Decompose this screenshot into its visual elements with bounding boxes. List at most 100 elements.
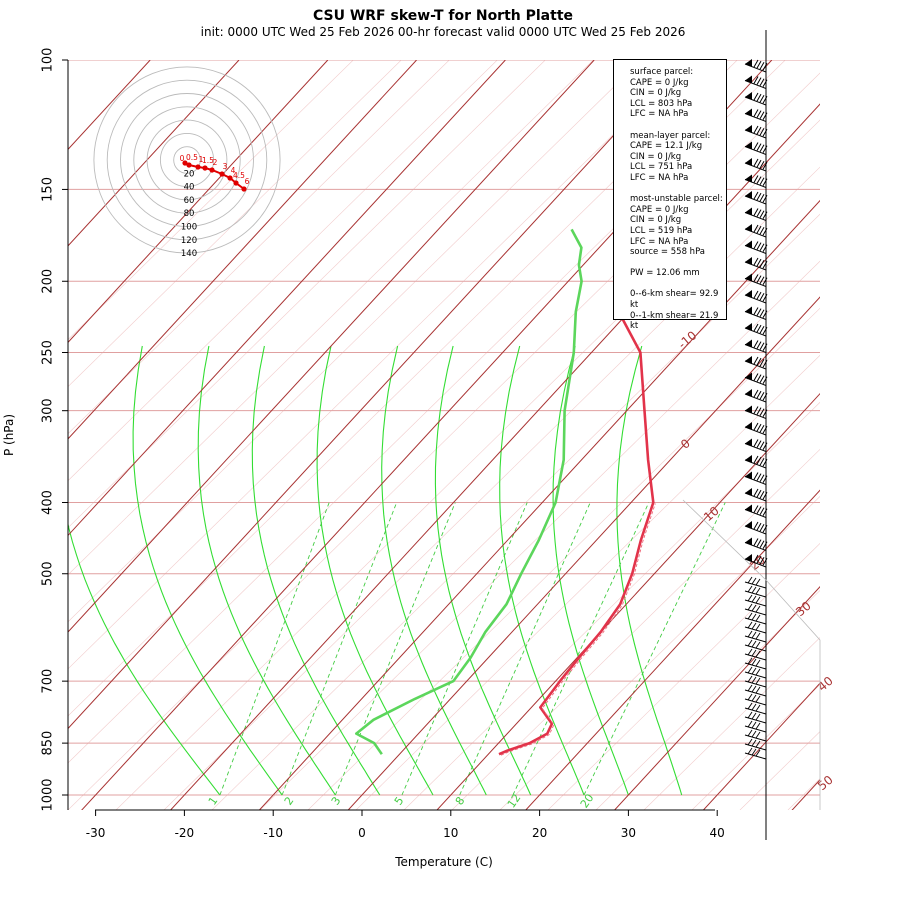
wind-barb-tick: [747, 729, 753, 737]
wind-barb-tick: [759, 408, 765, 416]
hodograph-ring: [120, 93, 254, 227]
wind-barb-tick: [762, 426, 768, 434]
dry-adiabat-line: [211, 213, 820, 810]
wind-barb-tick: [747, 747, 753, 755]
barb-guide: [682, 499, 821, 810]
dry-adiabat-line: [884, 6, 900, 810]
wind-barb-tick: [762, 525, 768, 533]
wind-barb-tick: [753, 158, 759, 167]
surface-lcl: LCL = 803 hPa: [630, 98, 693, 109]
wind-barb-tick: [755, 713, 761, 721]
wind-barb-flag: [745, 108, 752, 117]
wind-barb-tick: [756, 60, 762, 69]
hodograph-ring-label: 20: [184, 169, 195, 179]
wind-barb-tick: [759, 111, 765, 119]
wind-barb-tick: [753, 59, 759, 68]
wind-barb-tick: [756, 489, 762, 498]
y-tick-label: 300: [41, 398, 56, 423]
wind-barb-tick: [753, 505, 759, 513]
hodograph-ring-label: 140: [181, 249, 197, 259]
mean-cin: CIN = 0 J/kg: [630, 151, 682, 162]
hodograph-ring-label: 60: [184, 196, 195, 206]
wind-barb-tick: [756, 192, 762, 201]
wind-barb-tick: [759, 507, 765, 515]
wind-barb-tick: [753, 422, 759, 431]
dry-adiabat-line: [68, 60, 594, 576]
wind-barb-tick: [755, 740, 761, 748]
wind-barb-flag: [745, 59, 752, 67]
wind-barb-tick: [753, 224, 759, 233]
hodograph: 20 40 60 80 100 120 140 0 0.5 11.52 3 44.56: [93, 66, 281, 259]
wind-barb-tick: [756, 324, 762, 333]
wind-barb-tick: [751, 676, 757, 684]
hodograph-ring-label: 80: [184, 209, 195, 219]
y-tick-label: 850: [41, 731, 56, 756]
wind-barb-tick: [762, 162, 768, 170]
wind-barb-tick: [762, 261, 768, 269]
wind-barb-tick: [755, 731, 761, 739]
wind-barb-tick: [755, 704, 761, 712]
x-tick-label: 0: [358, 826, 366, 840]
moist-adiabat-line: [381, 345, 487, 796]
wind-barb-tick: [762, 492, 768, 500]
hodograph-point: [219, 171, 225, 177]
mean-cape: CAPE = 12.1 J/kg: [630, 141, 703, 152]
wind-barb-tick: [756, 440, 762, 448]
wind-barb-tick: [753, 389, 759, 398]
wind-barb-tick: [751, 577, 757, 585]
isotherm-line: [791, 779, 820, 810]
wind-barb-tick: [759, 325, 765, 334]
mixing-ratio-label: 5: [392, 794, 407, 807]
isotherm-line: [169, 103, 820, 810]
wind-barb-tick: [759, 523, 765, 532]
moist-adiabat-line: [251, 345, 381, 796]
dry-adiabat-line: [836, 6, 900, 810]
wind-barb-tick: [753, 208, 759, 216]
wind-barb-tick: [751, 604, 757, 612]
wind-barb-tick: [759, 144, 765, 152]
hodograph-point-label: 2: [213, 158, 218, 167]
isotherm-line: [258, 199, 820, 810]
wind-barb-tick: [747, 648, 753, 656]
wind-barb-tick: [756, 407, 762, 415]
hodograph-point-label: 3: [223, 162, 228, 171]
wind-barb-flag: [745, 207, 752, 216]
wind-barb-tick: [753, 521, 759, 530]
wind-barb-tick: [747, 639, 753, 647]
x-tick-label: 30: [621, 826, 636, 840]
isotherm-line: [68, 60, 595, 633]
wind-barb-tick: [762, 79, 768, 88]
wind-barb-tick: [753, 373, 759, 381]
mixing-ratio-label: 2: [282, 794, 297, 807]
wind-barb-tick: [756, 374, 762, 382]
wind-barb-tick: [759, 375, 765, 383]
isotherm-line: [68, 60, 151, 151]
wind-barb-tick: [756, 555, 762, 564]
wind-barb-tick: [751, 631, 757, 639]
mean-lfc: LFC = NA hPa: [630, 172, 689, 183]
dry-adiabat-line: [68, 60, 402, 388]
wind-barb-tick: [762, 475, 768, 484]
wind-barb-tick: [756, 143, 762, 151]
wind-barb-tick: [759, 490, 765, 499]
surface-parcel-header: surface parcel:: [630, 67, 694, 77]
wind-barb-tick: [762, 343, 768, 352]
wind-barb-tick: [756, 390, 762, 399]
wind-barb-tick: [755, 686, 761, 694]
wind-barb-tick: [762, 228, 768, 236]
dry-adiabat-line: [163, 166, 820, 810]
dry-adiabat-line: [68, 60, 354, 341]
wind-barb-tick: [753, 356, 759, 365]
mu-cin: CIN = 0 J/kg: [630, 215, 682, 226]
isotherm-line: [880, 60, 900, 811]
wind-barb-tick: [759, 474, 765, 482]
wind-barb-tick: [747, 594, 753, 602]
moist-adiabats: [68, 345, 683, 796]
hodograph-point-label: 4.5: [233, 171, 245, 180]
wind-barb-tick: [756, 522, 762, 531]
isotherm-line: [525, 489, 820, 810]
wind-barb-tick: [753, 538, 759, 546]
wind-barb-tick: [747, 675, 753, 683]
dry-adiabat-line: [68, 60, 498, 482]
